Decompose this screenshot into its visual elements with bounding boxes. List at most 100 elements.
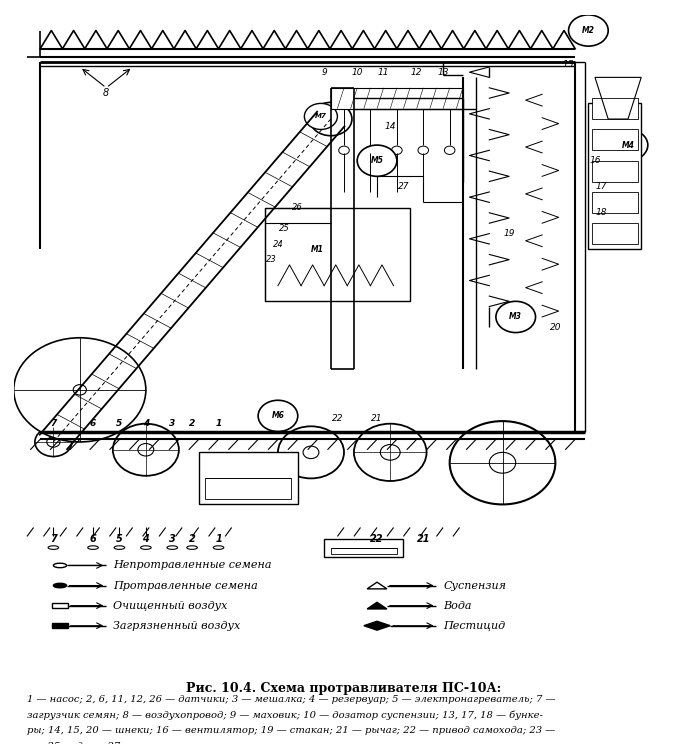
Circle shape	[187, 546, 197, 549]
Circle shape	[303, 446, 319, 458]
Text: камера протравливания; 24 — распылитель; 25 — диск; 27 — механизм управления: камера протравливания; 24 — распылитель;…	[0, 742, 255, 744]
Circle shape	[304, 103, 337, 129]
Text: ры; 14, 15, 20 — шнеки; 16 — вентилятор; 19 — стакан; 21 — рычаг; 22 — привод са: ры; 14, 15, 20 — шнеки; 16 — вентилятор;…	[27, 726, 555, 735]
Circle shape	[48, 546, 58, 549]
Text: 9: 9	[321, 68, 327, 77]
Text: 26: 26	[292, 203, 303, 212]
Bar	[592, 192, 638, 213]
Text: 7: 7	[50, 419, 56, 429]
Text: Непротравленные семена: Непротравленные семена	[113, 560, 271, 571]
Text: 2: 2	[189, 419, 195, 429]
Text: 27: 27	[398, 182, 409, 191]
Circle shape	[54, 563, 67, 568]
Text: 24: 24	[272, 240, 283, 248]
Text: 25: 25	[279, 224, 290, 233]
Text: 16: 16	[589, 156, 601, 165]
Bar	[331, 88, 463, 109]
Bar	[592, 223, 638, 244]
Circle shape	[496, 301, 535, 333]
Text: 4: 4	[142, 533, 149, 544]
Text: 1: 1	[215, 419, 222, 429]
Text: 2: 2	[189, 533, 195, 544]
Text: 15: 15	[563, 60, 574, 69]
Text: 1 — насос; 2, 6, 11, 12, 26 — датчики; 3 — мешалка; 4 — резервуар; 5 — электрона: 1 — насос; 2, 6, 11, 12, 26 — датчики; 3…	[27, 695, 555, 704]
Circle shape	[213, 546, 224, 549]
Circle shape	[365, 146, 376, 155]
Circle shape	[444, 146, 455, 155]
Bar	[265, 208, 410, 301]
Text: M4: M4	[621, 141, 634, 150]
Bar	[205, 478, 291, 499]
Text: 5: 5	[116, 419, 122, 429]
Text: 10: 10	[352, 68, 363, 77]
Bar	[592, 98, 638, 119]
Text: 23: 23	[266, 255, 277, 264]
Text: M5: M5	[371, 156, 383, 165]
Circle shape	[310, 103, 352, 135]
Text: 20: 20	[550, 323, 561, 332]
Circle shape	[113, 423, 179, 476]
Text: 18: 18	[596, 208, 608, 217]
Text: Суспензия: Суспензия	[443, 580, 506, 591]
Text: Загрязненный воздух: Загрязненный воздух	[113, 620, 240, 631]
Text: 3: 3	[169, 419, 175, 429]
Text: 22: 22	[332, 414, 343, 423]
Text: 1: 1	[215, 533, 222, 544]
Text: Пестицид: Пестицид	[443, 620, 505, 631]
Text: 13: 13	[438, 68, 449, 77]
Polygon shape	[364, 621, 390, 630]
Text: Протравленные семена: Протравленные семена	[113, 580, 257, 591]
Circle shape	[140, 546, 151, 549]
Text: 19: 19	[504, 229, 515, 238]
Circle shape	[489, 452, 516, 473]
Bar	[592, 129, 638, 150]
Circle shape	[73, 385, 87, 395]
Text: загрузчик семян; 8 — воздухопровод; 9 — маховик; 10 — дозатор суспензии; 13, 17,: загрузчик семян; 8 — воздухопровод; 9 — …	[27, 711, 543, 719]
Text: M2: M2	[582, 26, 595, 35]
Circle shape	[88, 546, 98, 549]
Text: 7: 7	[50, 533, 57, 544]
Text: 6: 6	[90, 419, 96, 429]
Text: Рис. 10.4. Схема протравливателя ПС-10А:: Рис. 10.4. Схема протравливателя ПС-10А:	[186, 682, 502, 695]
Text: 8: 8	[103, 88, 109, 98]
Bar	[199, 452, 298, 504]
Text: M7: M7	[315, 113, 327, 120]
Circle shape	[380, 444, 400, 460]
Circle shape	[47, 437, 60, 447]
Bar	[52, 603, 68, 609]
Bar	[331, 548, 397, 554]
Circle shape	[278, 426, 344, 478]
Circle shape	[35, 427, 72, 457]
Text: 21: 21	[416, 533, 430, 544]
Text: 12: 12	[411, 68, 422, 77]
Text: 21: 21	[372, 414, 383, 423]
Circle shape	[391, 146, 402, 155]
Circle shape	[338, 146, 350, 155]
Circle shape	[608, 129, 648, 161]
Circle shape	[167, 546, 178, 549]
Bar	[52, 623, 68, 629]
Text: 22: 22	[370, 533, 384, 544]
Text: 4: 4	[142, 419, 149, 429]
Text: 3: 3	[169, 533, 175, 544]
Circle shape	[298, 234, 337, 265]
Polygon shape	[367, 603, 387, 609]
Bar	[588, 103, 641, 249]
Text: 14: 14	[385, 122, 396, 132]
Text: M3: M3	[509, 312, 522, 321]
Text: M6: M6	[272, 411, 284, 420]
Circle shape	[54, 583, 67, 588]
Text: 6: 6	[89, 533, 96, 544]
Bar	[324, 539, 403, 557]
Text: 5: 5	[116, 533, 123, 544]
Circle shape	[14, 338, 146, 442]
Circle shape	[418, 146, 429, 155]
Text: Вода: Вода	[443, 600, 471, 611]
Circle shape	[568, 15, 608, 46]
Circle shape	[114, 546, 125, 549]
Text: Очищенный воздух: Очищенный воздух	[113, 600, 227, 611]
Bar	[592, 161, 638, 182]
Circle shape	[354, 423, 427, 481]
Circle shape	[258, 400, 298, 432]
Circle shape	[138, 443, 154, 456]
